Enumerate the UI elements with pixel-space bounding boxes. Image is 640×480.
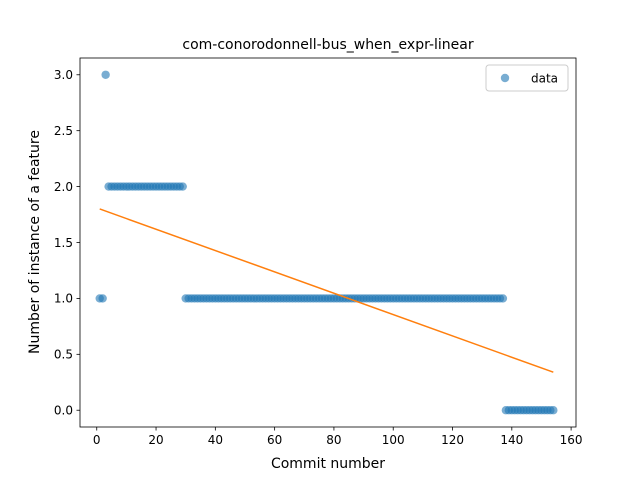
data-point	[101, 70, 110, 79]
x-axis: 0 20 40 60 80 100 120 140 160	[93, 427, 583, 447]
x-tick-label: 60	[267, 433, 282, 447]
x-tick-label: 120	[441, 433, 464, 447]
data-point	[178, 182, 187, 191]
y-tick-label: 0.5	[54, 348, 73, 362]
x-axis-label: Commit number	[271, 456, 385, 472]
fit-line	[99, 208, 554, 373]
y-axis-label: Number of instance of a feature	[27, 130, 43, 354]
y-tick-label: 2.0	[54, 180, 73, 194]
y-tick-label: 0.0	[54, 404, 73, 418]
data-point	[498, 294, 508, 303]
y-tick-label: 2.5	[54, 124, 73, 138]
y-tick-label: 3.0	[54, 68, 73, 82]
data-point	[549, 406, 558, 415]
data-point	[98, 294, 107, 303]
legend-label: data	[531, 72, 558, 86]
legend-marker	[500, 73, 510, 83]
x-tick-label: 40	[208, 433, 223, 447]
x-tick-label: 100	[382, 433, 405, 447]
x-tick-label: 80	[326, 433, 341, 447]
legend-box	[485, 64, 569, 92]
legend: data	[485, 64, 569, 92]
y-tick-label: 1.0	[54, 292, 73, 306]
y-tick-label: 1.5	[54, 236, 73, 250]
x-tick-label: 0	[93, 433, 101, 447]
y-axis: 0.0 0.5 1.0 1.5 2.0 2.5 3.0	[54, 68, 80, 418]
plot-area	[79, 57, 577, 428]
x-tick-label: 140	[500, 433, 523, 447]
chart-title: com-conorodonnell-bus_when_expr-linear	[182, 37, 473, 53]
x-tick-label: 20	[148, 433, 163, 447]
x-tick-label: 160	[560, 433, 583, 447]
